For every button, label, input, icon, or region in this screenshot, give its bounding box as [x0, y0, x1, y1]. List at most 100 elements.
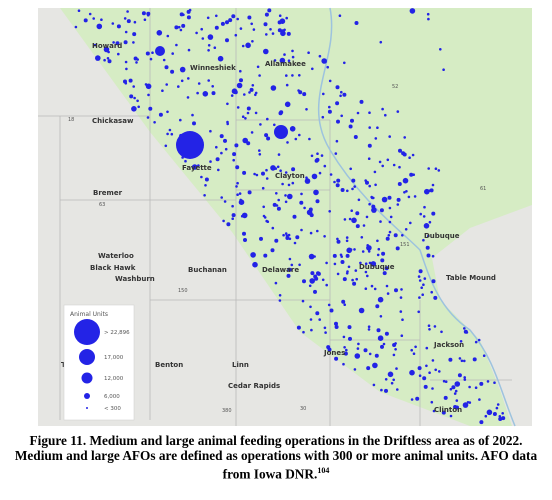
- afo-dot: [335, 85, 340, 90]
- afo-dot: [254, 111, 258, 115]
- afo-dot: [405, 190, 408, 193]
- afo-dot: [313, 255, 316, 258]
- afo-dot: [335, 101, 340, 106]
- afo-dot: [408, 156, 411, 159]
- afo-dot: [270, 85, 277, 91]
- afo-dot: [417, 275, 421, 278]
- place-label: Linn: [232, 361, 249, 369]
- afo-dot: [270, 165, 276, 171]
- caption: Figure 11. Medium and large animal feedi…: [10, 433, 542, 481]
- afo-dot: [468, 401, 472, 404]
- afo-dot: [181, 23, 186, 28]
- afo-dot: [231, 204, 234, 208]
- afo-dot: [224, 147, 228, 151]
- afo-dot: [423, 205, 426, 209]
- afo-dot: [264, 133, 269, 138]
- afo-dot: [414, 345, 417, 349]
- place-label: Winneshiek: [190, 64, 236, 72]
- afo-dot: [250, 131, 254, 134]
- afo-dot: [177, 25, 181, 29]
- afo-dot: [242, 231, 246, 236]
- afo-dot: [425, 346, 429, 350]
- afo-dot: [271, 226, 275, 230]
- afo-dot: [410, 398, 414, 401]
- afo-dot: [372, 383, 376, 387]
- afo-dot: [431, 387, 434, 390]
- afo-dot: [430, 400, 434, 404]
- afo-dot: [263, 22, 268, 27]
- afo-dot: [301, 299, 305, 303]
- afo-dot: [381, 251, 386, 256]
- afo-dot: [287, 59, 291, 62]
- afo-dot: [200, 27, 203, 31]
- afo-dot: [231, 213, 236, 218]
- afo-dot: [307, 51, 310, 54]
- afo-dot: [474, 386, 478, 390]
- legend-label: 17,000: [104, 355, 124, 361]
- afo-dot: [287, 267, 291, 271]
- afo-dot: [277, 20, 282, 25]
- afo-dot: [211, 91, 216, 96]
- afo-dot: [370, 195, 374, 199]
- afo-dot: [477, 338, 481, 342]
- afo-dot: [482, 354, 486, 358]
- afo-dot: [343, 346, 346, 349]
- afo-dot: [398, 165, 401, 169]
- afo-dot: [396, 203, 400, 206]
- afo-dot: [284, 101, 291, 108]
- afo-dot: [395, 246, 400, 251]
- afo-dot: [412, 173, 416, 176]
- afo-dot: [265, 177, 269, 180]
- afo-dot: [96, 23, 103, 30]
- afo-dot: [247, 15, 252, 20]
- afo-dot: [402, 152, 407, 157]
- afo-dot: [379, 315, 383, 318]
- afo-dot: [245, 42, 251, 49]
- afo-dot: [336, 237, 339, 241]
- afo-dot: [381, 107, 384, 111]
- afo-dot: [348, 124, 353, 129]
- afo-dot: [259, 123, 262, 126]
- afo-dot: [136, 58, 139, 61]
- afo-dot: [315, 311, 320, 316]
- afo-dot: [264, 12, 269, 17]
- afo-dot: [347, 265, 351, 269]
- afo-dot: [384, 266, 389, 271]
- afo-dot: [204, 177, 209, 182]
- afo-dot: [374, 183, 377, 187]
- afo-dot: [410, 348, 414, 352]
- place-label: Dubuque: [359, 263, 395, 271]
- afo-dot: [381, 164, 385, 168]
- place-label: Clinton: [434, 406, 462, 414]
- afo-dot: [246, 111, 250, 115]
- afo-dot: [345, 239, 349, 243]
- afo-dot: [246, 141, 251, 146]
- afo-dot: [228, 18, 233, 23]
- afo-dot: [423, 277, 427, 280]
- afo-dot: [161, 89, 164, 92]
- afo-dot: [392, 353, 396, 357]
- afo-dot: [201, 37, 205, 40]
- afo-dot: [398, 148, 402, 153]
- afo-dot: [346, 247, 353, 254]
- legend-symbol: [74, 319, 100, 345]
- afo-dot: [382, 271, 387, 276]
- afo-dot: [241, 44, 245, 48]
- afo-dot: [287, 233, 291, 237]
- afo-dot: [146, 116, 150, 119]
- afo-dot: [368, 352, 372, 356]
- afo-dot: [394, 348, 397, 351]
- afo-dot: [179, 28, 183, 32]
- afo-dot: [387, 234, 391, 237]
- afo-dot: [356, 347, 360, 350]
- afo-dot: [263, 253, 268, 258]
- afo-dot: [359, 99, 364, 104]
- afo-dot: [126, 19, 131, 24]
- place-label: Jones: [323, 349, 345, 357]
- place-label: Delaware: [262, 266, 299, 274]
- afo-dot: [454, 389, 458, 393]
- afo-dot: [340, 260, 345, 264]
- afo-dot: [255, 173, 259, 177]
- afo-dot: [400, 288, 403, 291]
- afo-dot: [156, 30, 163, 36]
